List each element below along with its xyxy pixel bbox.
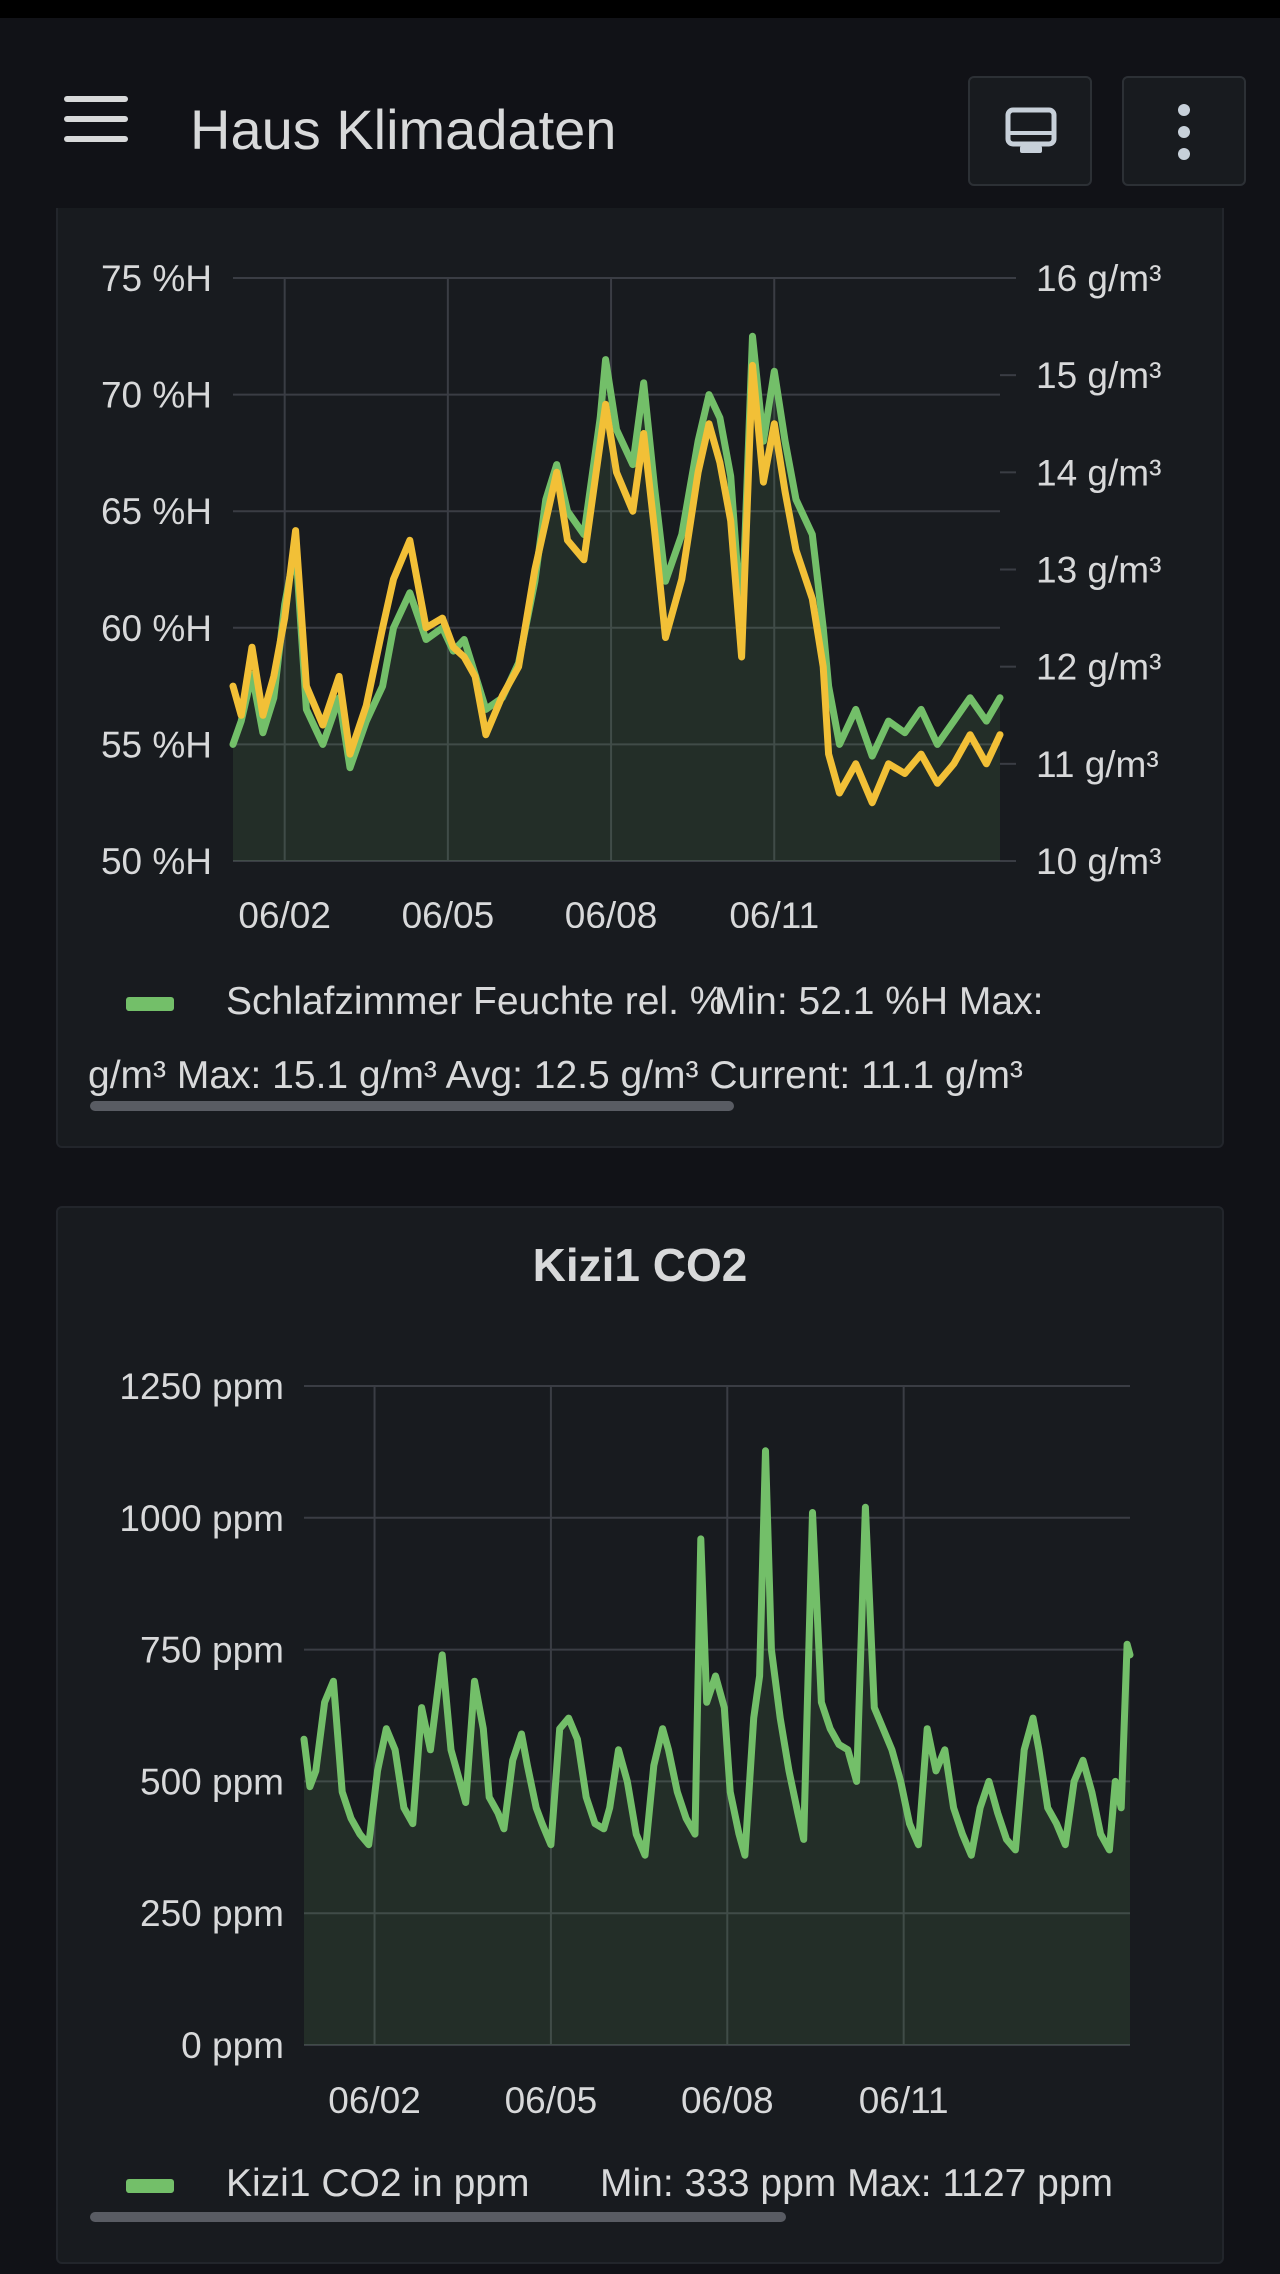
top-navigation-bar: Haus Klimadaten	[0, 18, 1280, 208]
y-right-tick-label: 11 g/m³	[1036, 744, 1159, 785]
monitor-icon	[1005, 107, 1057, 153]
series-stats: Min: 52.1 %H Max:	[714, 980, 1044, 1023]
y-right-tick-label: 14 g/m³	[1036, 452, 1161, 493]
series-name: Schlafzimmer Feuchte rel. %	[226, 980, 725, 1023]
legend-scrollbar[interactable]	[90, 2212, 786, 2222]
humidity-panel: 50 %H 55 %H 60 %H 65 %H 70 %H 75 %H 10 g/m³ 11 …	[56, 208, 1224, 1148]
y-tick-label: 0 ppm	[181, 2025, 284, 2066]
y-tick-label: 60 %H	[101, 608, 212, 649]
humidity-chart: 50 %H 55 %H 60 %H 65 %H 70 %H 75 %H 10 g/m³ 11 …	[101, 258, 1162, 928]
series-stats: Min: 333 ppm Max: 1127 ppm	[600, 2162, 1114, 2205]
series-area-fill	[304, 1450, 1130, 2045]
y-tick-label: 55 %H	[101, 724, 212, 765]
status-bar	[0, 0, 1280, 18]
y-tick-label: 500 ppm	[140, 1761, 284, 1802]
y-right-tick-label: 12 g/m³	[1036, 647, 1161, 688]
humidity-legend-row-2[interactable]: g/m³ Max: 15.1 g/m³ Avg: 12.5 g/m³ Curre…	[88, 1054, 1023, 1098]
green-series-swatch	[126, 997, 174, 1011]
x-tick-label: 06/08	[565, 895, 658, 928]
y-tick-label: 250 ppm	[140, 1893, 284, 1934]
y-tick-label: 750 ppm	[140, 1630, 284, 1671]
series-line	[229, 361, 1004, 807]
y-right-tick-label: 16 g/m³	[1036, 258, 1161, 299]
menu-button[interactable]	[58, 96, 134, 156]
x-tick-label: 06/02	[328, 2080, 421, 2121]
y-tick-label: 1250 ppm	[119, 1366, 284, 1407]
more-options-button[interactable]	[1122, 76, 1246, 186]
co2-chart: 0 ppm 250 ppm 500 ppm 750 ppm 1000 ppm 1250 p…	[119, 1366, 1134, 2121]
x-tick-label: 06/05	[505, 2080, 598, 2121]
vertical-ellipsis-icon	[1178, 104, 1190, 160]
y-tick-label: 50 %H	[101, 841, 212, 882]
legend-scrollbar[interactable]	[90, 1101, 734, 1111]
x-tick-label: 06/11	[729, 895, 819, 928]
view-mode-button[interactable]	[968, 76, 1092, 186]
series-area-fill	[233, 336, 1000, 861]
x-tick-label: 06/02	[238, 895, 331, 928]
y-tick-label: 75 %H	[101, 258, 212, 299]
y-tick-label: 1000 ppm	[119, 1498, 284, 1539]
y-tick-label: 65 %H	[101, 491, 212, 532]
y-right-tick-label: 15 g/m³	[1036, 355, 1161, 396]
y-right-tick-label: 10 g/m³	[1036, 841, 1161, 882]
panel-title[interactable]: Kizi1 CO2	[532, 1239, 748, 1291]
co2-panel: Kizi1 CO2 0 ppm 250 ppm 500 ppm 750 ppm 1000…	[56, 1206, 1224, 2264]
x-tick-label: 06/11	[859, 2080, 949, 2121]
y-right-tick-label: 13 g/m³	[1036, 550, 1161, 591]
series-name: Kizi1 CO2 in ppm	[226, 2162, 530, 2205]
y-tick-label: 70 %H	[101, 375, 212, 416]
series-line	[300, 1447, 1134, 1859]
x-tick-label: 06/05	[402, 895, 495, 928]
dashboard-title: Haus Klimadaten	[190, 98, 617, 161]
green-series-swatch	[126, 2179, 174, 2193]
x-tick-label: 06/08	[681, 2080, 774, 2121]
series-stats-2: g/m³ Max: 15.1 g/m³ Avg: 12.5 g/m³ Curre…	[88, 1054, 1023, 1097]
